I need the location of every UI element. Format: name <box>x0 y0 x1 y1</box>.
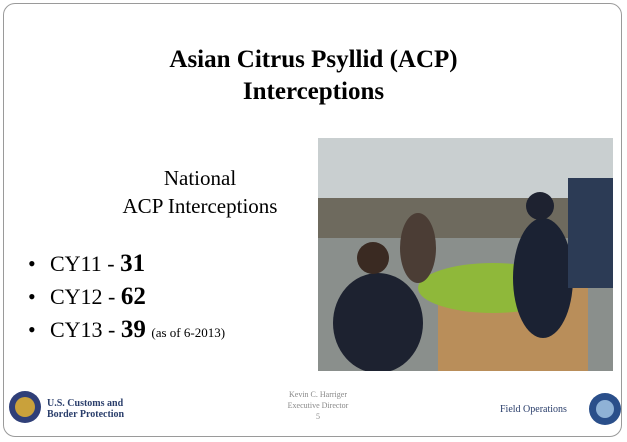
photo-head <box>357 242 389 274</box>
bullet-number: 62 <box>121 283 146 310</box>
seal-center <box>596 400 614 418</box>
office: Field Operations <box>500 404 567 415</box>
agency-line: U.S. Customs and <box>47 398 123 409</box>
photo-officer <box>513 218 573 338</box>
page-number: 5 <box>238 411 398 422</box>
agency-line: Border Protection <box>47 409 124 420</box>
bullet-note: (as of 6-2013) <box>151 325 225 340</box>
photo <box>318 138 613 371</box>
bullet-label: CY12 - <box>50 284 121 309</box>
title-line: Asian Citrus Psyllid (ACP) <box>0 46 627 74</box>
presenter-line: Executive Director <box>238 400 398 411</box>
presenter-line: Kevin C. Harriger <box>238 389 398 400</box>
bullet-number: 31 <box>120 250 145 277</box>
bullet-number: 39 <box>121 316 146 343</box>
subtitle-line: National <box>60 166 340 191</box>
photo-person <box>568 178 613 288</box>
cbp-seal <box>8 390 42 424</box>
bullet-label: CY13 - <box>50 317 121 342</box>
photo-head <box>526 192 554 220</box>
photo-worker <box>400 213 436 283</box>
subtitle-line: ACP Interceptions <box>60 194 340 219</box>
photo-officer <box>333 273 423 371</box>
seal-center <box>15 397 35 417</box>
bullet: •CY13 - 39 (as of 6-2013) <box>28 316 225 344</box>
bullet: •CY12 - 62 <box>28 283 146 311</box>
dhs-seal <box>588 392 622 426</box>
page: {"slide": { "title": ["Asian Citrus Psyl… <box>0 0 627 442</box>
bullet: •CY11 - 31 <box>28 250 145 278</box>
title-line: Interceptions <box>0 78 627 106</box>
bullet-label: CY11 - <box>50 251 120 276</box>
